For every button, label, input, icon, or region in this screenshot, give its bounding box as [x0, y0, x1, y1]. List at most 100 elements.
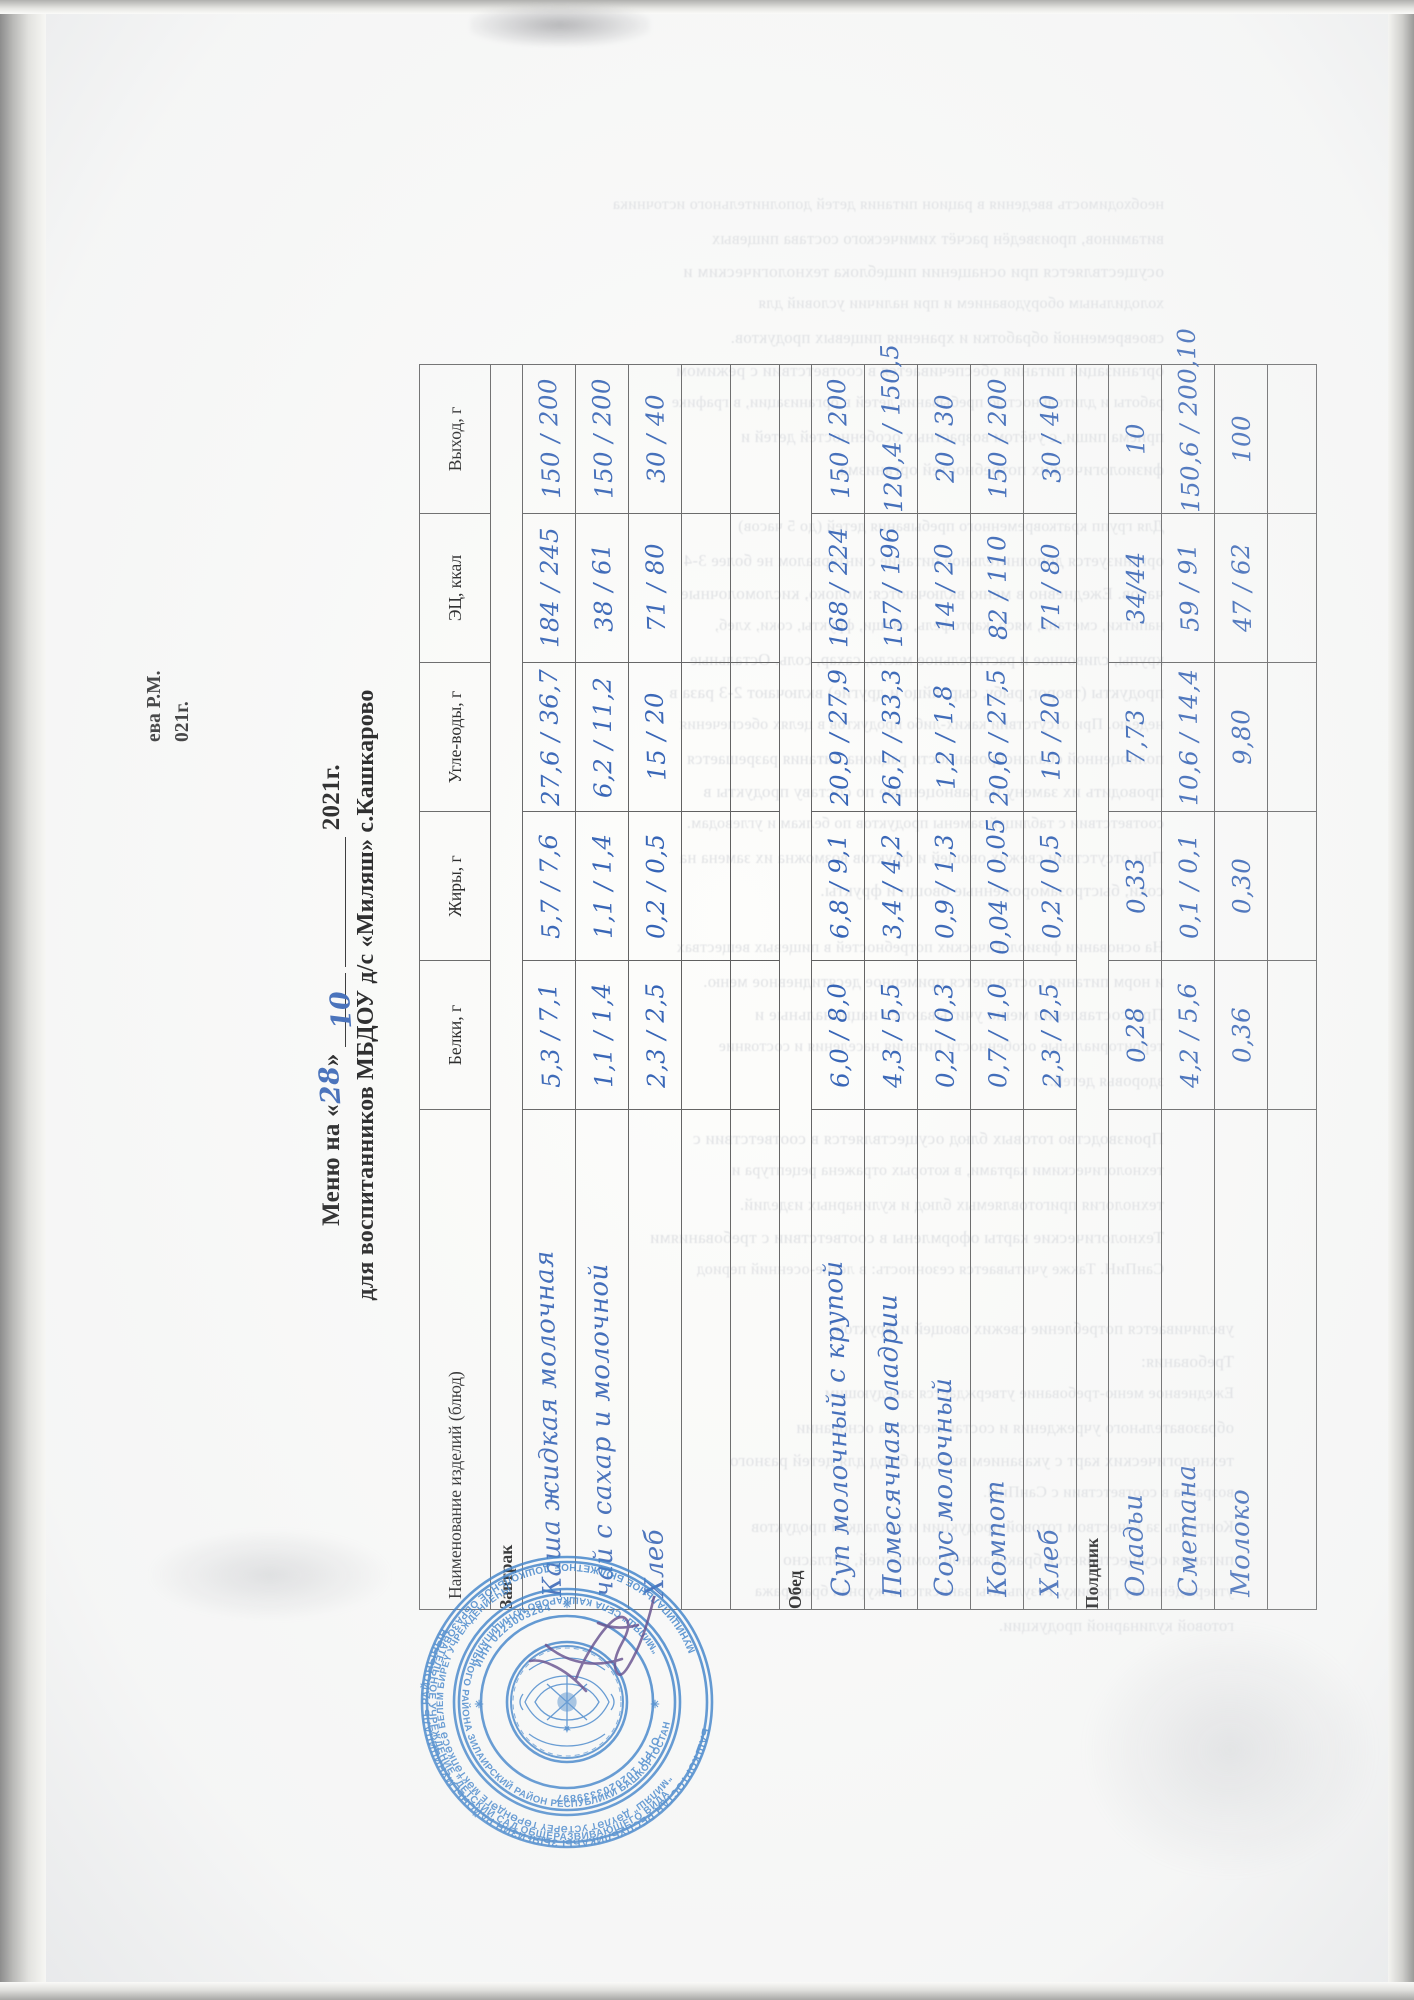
col-header-carbs: Угле-воды, г [419, 662, 491, 812]
nutrition-cell-vyhod: 120,4 / 150,5 [864, 343, 918, 514]
dish-name-cell: Каша жидкая молочная [522, 1109, 576, 1610]
approval-official-name: ева Р.М. [144, 670, 165, 742]
nutrition-cell-uglevody: 15 / 20 [1023, 662, 1077, 812]
dish-name-handwritten: Оладьи [1118, 1493, 1152, 1598]
nutrition-cell-belki [730, 960, 780, 1110]
nutrition-cell-belki: 2,3 / 2,5 [628, 960, 682, 1110]
menu-title-line2: для воспитанников МБДОУ д/с «Миляш» с.Ка… [353, 689, 379, 1301]
meal-section-label: Обед [779, 364, 812, 1610]
nutrition-cell-uglevody: 27,6 / 36,7 [522, 662, 576, 812]
nutrition-value-handwritten: 6,0 / 8,0 [821, 981, 855, 1089]
nutrition-cell-uglevody: 6,2 / 11,2 [575, 662, 629, 812]
dish-name-cell: Оладьи [1108, 1109, 1162, 1610]
dish-name-handwritten: Хлеб [1034, 1528, 1066, 1598]
scan-smudge-top [470, 4, 650, 46]
nutrition-cell-belki: 4,2 / 5,6 [1161, 960, 1215, 1110]
nutrition-cell-belki: 0,2 / 0,3 [917, 960, 971, 1110]
nutrition-cell-jiry: 6,8 / 9,1 [811, 811, 865, 961]
menu-table: Наименование изделий (блюд) Белки, г Жир… [419, 327, 1317, 1610]
meal-section-label: Полдник [1076, 364, 1109, 1610]
nutrition-cell-vyhod [730, 364, 780, 514]
nutrition-value-handwritten: 27,6 / 36,7 [533, 668, 565, 806]
nutrition-value-handwritten: 0,36 [1226, 1006, 1256, 1064]
nutrition-value-handwritten: 6,8 / 9,1 [822, 832, 854, 940]
dish-name-handwritten: Соус молочный [927, 1377, 960, 1598]
table-row: Помесячная оладрии 4,3 / 5,5 3,4 / 4,2 26,7… [864, 343, 918, 1610]
nutrition-value-handwritten: 71 / 80 [639, 543, 671, 633]
menu-month-handwritten: 10 [324, 990, 359, 1031]
nutrition-value-handwritten: 157 / 196 [874, 527, 908, 649]
nutrition-value-handwritten: 150,6 / 200,10 [1171, 327, 1205, 514]
nutrition-cell-jiry: 1,1 / 1,4 [575, 811, 629, 961]
svg-text:★: ★ [562, 1724, 571, 1734]
nutrition-cell-jiry [681, 811, 731, 961]
dish-name-cell: Помесячная оладрии [864, 1109, 918, 1610]
nutrition-cell-jiry: 0,33 [1108, 811, 1162, 961]
svg-text:✳: ✳ [650, 1697, 659, 1709]
nutrition-cell-uglevody: 20,6 / 27,5 [970, 662, 1024, 812]
nutrition-cell-ec: 34/44 [1108, 513, 1162, 663]
nutrition-value-handwritten: 47 / 62 [1225, 543, 1257, 633]
scan-smudge-b [1080, 1620, 1380, 1880]
nutrition-value-handwritten: 1,2 / 1,8 [927, 683, 961, 791]
nutrition-cell-vyhod: 30 / 40 [628, 364, 682, 514]
scan-edge-right [1388, 0, 1414, 2000]
nutrition-value-handwritten: 150 / 200 [821, 378, 855, 500]
nutrition-value-handwritten: 20,6 / 27,5 [980, 667, 1014, 807]
nutrition-value-handwritten: 34/44 [1120, 551, 1150, 625]
table-row [730, 364, 780, 1610]
nutrition-value-handwritten: 0,9 / 1,3 [929, 833, 959, 939]
table-row: Хлеб 2,3 / 2,5 0,2 / 0,5 15 / 20 71 / 80 30 /… [1023, 364, 1077, 1610]
dish-name-cell: чай с сахар и молочной [575, 1109, 629, 1610]
menu-day-handwritten: 28 [313, 1065, 348, 1106]
table-row: Оладьи 0,28 0,33 7,73 34/44 10 [1108, 364, 1162, 1610]
menu-year: 2021г. [318, 764, 345, 831]
dish-name-cell: Хлеб [628, 1109, 682, 1610]
approval-block: ева Р.М. 021г. [141, 222, 198, 742]
nutrition-value-handwritten: 0,2 / 0,3 [928, 982, 960, 1088]
nutrition-value-handwritten: 15 / 20 [1034, 692, 1066, 782]
svg-text:✳: ✳ [474, 1697, 483, 1709]
dish-name-cell: Суп молочный с крупой [811, 1109, 865, 1610]
nutrition-cell-vyhod: 150 / 200 [522, 364, 576, 514]
nutrition-cell-jiry: 0,2 / 0,5 [628, 811, 682, 961]
nutrition-value-handwritten: 150 / 200 [532, 378, 566, 500]
nutrition-cell-uglevody: 7,73 [1108, 662, 1162, 812]
col-header-dish-name: Наименование изделий (блюд) [419, 1109, 491, 1610]
nutrition-cell-vyhod [1267, 364, 1317, 514]
table-row: Хлеб 2,3 / 2,5 0,2 / 0,5 15 / 20 71 / 80 30 /… [628, 364, 682, 1610]
nutrition-cell-jiry: 3,4 / 4,2 [864, 811, 918, 961]
nutrition-cell-uglevody: 10,6 / 14,4 [1161, 662, 1215, 812]
table-row [681, 364, 731, 1610]
nutrition-cell-belki: 0,7 / 1,0 [970, 960, 1024, 1110]
nutrition-value-handwritten: 5,7 / 7,6 [533, 832, 565, 940]
nutrition-cell-jiry: 0,04 / 0,05 [970, 811, 1024, 961]
nutrition-value-handwritten: 0,04 / 0,05 [979, 816, 1015, 956]
nutrition-value-handwritten: 168 / 224 [823, 527, 853, 649]
nutrition-value-handwritten: 150 / 200 [585, 378, 619, 500]
table-body: Завтрак Каша жидкая молочная 5,3 / 7,1 5,7 … [490, 327, 1317, 1610]
svg-text:✳: ✳ [562, 1597, 571, 1609]
dish-name-handwritten: Компот [980, 1479, 1014, 1598]
nutrition-cell-jiry: 0,1 / 0,1 [1161, 811, 1215, 961]
meal-section-row: Завтрак [490, 364, 523, 1610]
nutrition-cell-uglevody: 26,7 / 33,3 [864, 662, 918, 812]
col-header-energy: ЭЦ, ккал [419, 513, 491, 663]
nutrition-cell-ec: 71 / 80 [1023, 513, 1077, 663]
table-row [1267, 364, 1317, 1610]
dish-name-cell: Хлеб [1023, 1109, 1077, 1610]
dish-name-cell: Молоко [1214, 1109, 1268, 1610]
table-row: чай с сахар и молочной 1,1 / 1,4 1,1 / 1,4… [575, 364, 629, 1610]
nutrition-cell-uglevody [730, 662, 780, 812]
month-blank-line: 10 [325, 973, 358, 1048]
nutrition-value-handwritten: 120,4 / 150,5 [874, 343, 908, 514]
meal-section-label: Завтрак [490, 364, 523, 1610]
nutrition-value-handwritten: 4,3 / 5,5 [875, 981, 907, 1089]
nutrition-cell-uglevody: 1,2 / 1,8 [917, 662, 971, 812]
dish-name-cell [681, 1109, 731, 1610]
dish-name-cell: Соус молочный [917, 1109, 971, 1610]
nutrition-value-handwritten: 2,3 / 2,5 [639, 982, 671, 1088]
nutrition-value-handwritten: 15 / 20 [638, 692, 672, 783]
table-row: Молоко 0,36 0,30 9,80 47 / 62 100 [1214, 364, 1268, 1610]
nutrition-value-handwritten: 0,7 / 1,0 [982, 982, 1012, 1088]
